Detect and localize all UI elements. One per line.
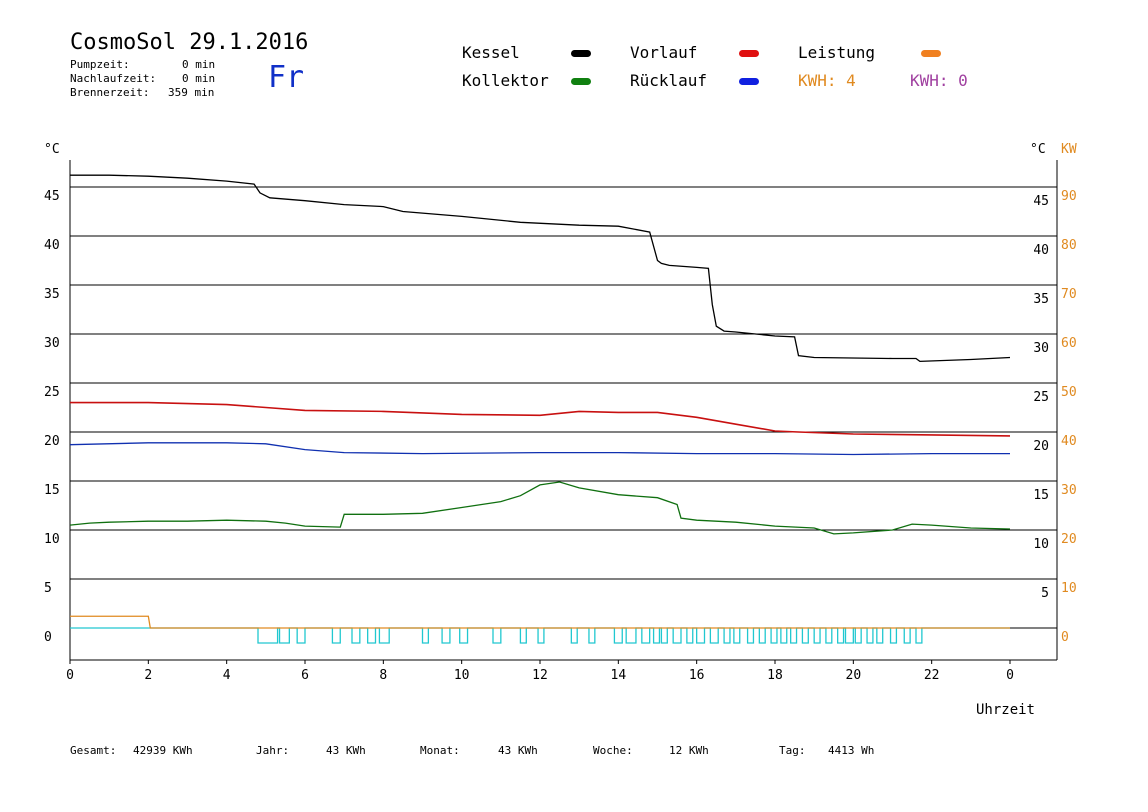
chart-labels: 0 2 4 6 8 10 12 14 16 18 20 22 005101520253035404551…	[44, 142, 1077, 718]
y-left-tick-label: 45	[44, 189, 60, 204]
y-left-tick-label: 10	[44, 532, 60, 547]
y-right-tick-label: 5	[1041, 586, 1049, 601]
footer-tag-label: Tag:	[779, 744, 806, 757]
x-tick-label: 10	[454, 668, 470, 683]
stat-label-nachlaufzeit: Nachlaufzeit:	[70, 72, 157, 85]
legend-leistung-label: Leistung	[798, 43, 876, 62]
series-vorlauf-line	[70, 401, 1011, 437]
x-tick-label: 0	[66, 668, 74, 683]
y-right-tick-label: 20	[1033, 439, 1049, 454]
stat-label-brennerzeit: Brennerzeit:	[70, 86, 150, 99]
footer-monat-value: 43 KWh	[498, 744, 538, 757]
y-left-tick-label: 15	[44, 483, 60, 498]
y-left-tick-label: 30	[44, 336, 60, 351]
footer-gesamt-value: 42939 KWh	[133, 744, 193, 757]
y-right-tick-label: 35	[1033, 292, 1049, 307]
y-left-unit: °C	[44, 142, 60, 157]
stat-value-brennerzeit: 359 min	[168, 86, 215, 99]
legend-leistung-swatch	[921, 50, 941, 57]
y-right-unit: °C	[1030, 142, 1046, 157]
weekday-label: Fr	[268, 60, 305, 95]
legend-kessel-swatch	[571, 50, 591, 57]
footer-gesamt-label: Gesamt:	[70, 744, 117, 757]
legend-kwh-other: KWH: 0	[910, 71, 968, 90]
y-left-tick-label: 20	[44, 434, 60, 449]
chart-grid	[70, 186, 1057, 629]
footer-woche-value: 12 KWh	[669, 744, 709, 757]
x-tick-label: 16	[689, 668, 705, 683]
legend-kessel-label: Kessel	[462, 43, 520, 62]
x-tick-label: 12	[532, 668, 548, 683]
y-kw-tick-label: 0	[1061, 630, 1069, 645]
legend-ruecklauf-label: Rücklauf	[630, 71, 708, 90]
y-kw-unit: KW	[1061, 142, 1077, 157]
y-left-tick-label: 0	[44, 630, 52, 645]
stat-label-pumpzeit: Pumpzeit:	[70, 58, 130, 71]
y-left-tick-label: 35	[44, 287, 60, 302]
y-left-tick-label: 5	[44, 581, 52, 596]
y-kw-tick-label: 10	[1061, 581, 1077, 596]
x-tick-label: 14	[611, 668, 627, 683]
legend-vorlauf-label: Vorlauf	[630, 43, 698, 62]
x-tick-label: 8	[379, 668, 387, 683]
y-kw-tick-label: 30	[1061, 483, 1077, 498]
legend-kwh-solar: KWH: 4	[798, 71, 856, 90]
y-right-tick-label: 40	[1033, 243, 1049, 258]
chart-axes	[69, 160, 1058, 664]
legend-kollektor-swatch	[571, 78, 591, 85]
y-kw-tick-label: 90	[1061, 189, 1077, 204]
x-tick-label: 20	[846, 668, 862, 683]
x-tick-label: 22	[924, 668, 940, 683]
y-kw-tick-label: 80	[1061, 238, 1077, 253]
chart-title: CosmoSol 29.1.2016	[70, 30, 309, 55]
y-right-tick-label: 15	[1033, 488, 1049, 503]
series-leistung-line	[70, 615, 1010, 629]
footer-jahr-label: Jahr:	[256, 744, 290, 757]
stat-value-pumpzeit: 0 min	[182, 58, 216, 71]
footer-jahr-value: 43 KWh	[326, 744, 366, 757]
x-tick-label: 2	[144, 668, 152, 683]
x-axis-label: Uhrzeit	[976, 702, 1035, 718]
y-left-tick-label: 40	[44, 238, 60, 253]
stat-value-nachlaufzeit: 0 min	[182, 72, 216, 85]
y-kw-tick-label: 60	[1061, 336, 1077, 351]
chart-series	[69, 174, 1011, 644]
y-left-tick-label: 25	[44, 385, 60, 400]
pump-cycle-line	[70, 627, 1010, 644]
y-right-tick-label: 25	[1033, 390, 1049, 405]
series-ruecklauf-line	[69, 442, 1010, 456]
series-kollektor-line	[69, 481, 1011, 535]
series-kessel-line	[70, 174, 1011, 363]
footer-tag-value: 4413 Wh	[828, 744, 875, 757]
y-kw-tick-label: 50	[1061, 385, 1077, 400]
footer-woche-label: Woche:	[593, 744, 633, 757]
y-kw-tick-label: 70	[1061, 287, 1077, 302]
y-right-tick-label: 30	[1033, 341, 1049, 356]
y-right-tick-label: 10	[1033, 537, 1049, 552]
legend-kollektor-label: Kollektor	[462, 71, 549, 90]
legend-vorlauf-swatch	[739, 50, 759, 57]
y-kw-tick-label: 20	[1061, 532, 1077, 547]
x-tick-label: 4	[223, 668, 231, 683]
y-right-tick-label: 45	[1033, 194, 1049, 209]
x-tick-label: 0	[1006, 668, 1014, 683]
x-tick-label: 6	[301, 668, 309, 683]
legend-ruecklauf-swatch	[739, 78, 759, 85]
y-kw-tick-label: 40	[1061, 434, 1077, 449]
footer-monat-label: Monat:	[420, 744, 460, 757]
x-tick-label: 18	[767, 668, 783, 683]
